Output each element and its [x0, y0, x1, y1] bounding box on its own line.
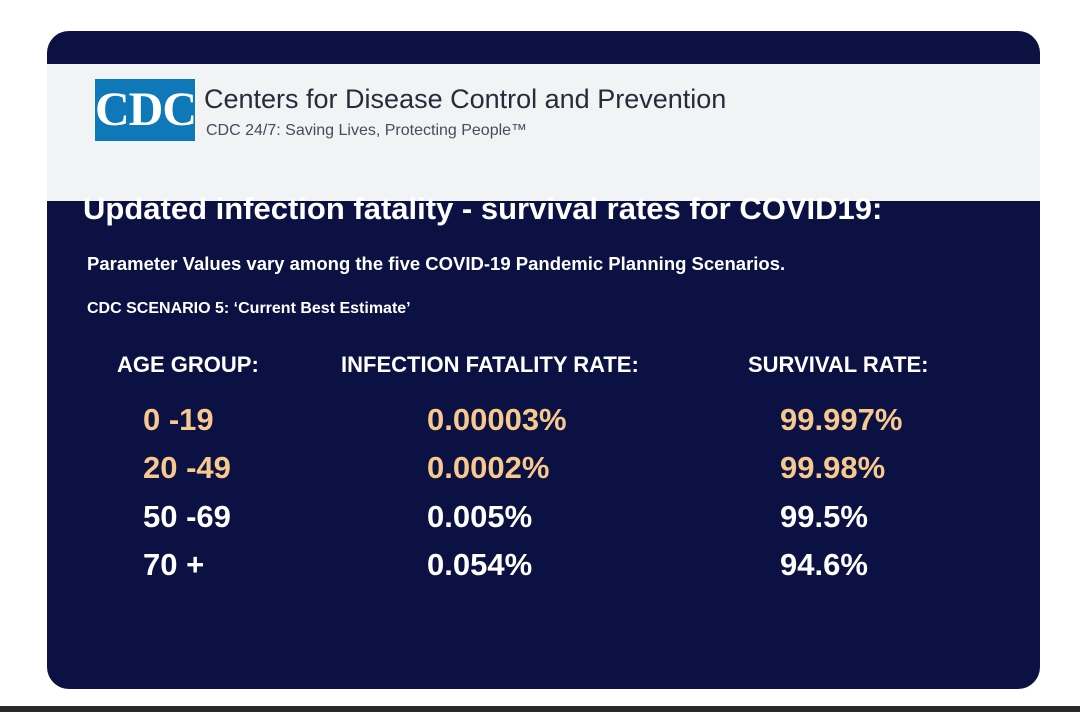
- row-2-fatality: 0.005%: [427, 499, 533, 534]
- scenario-label: CDC SCENARIO 5: ‘Current Best Estimate’: [87, 300, 411, 317]
- bottom-divider: [0, 706, 1080, 712]
- row-3-survival: 94.6%: [780, 547, 868, 582]
- row-0-age: 0 -19: [143, 402, 214, 437]
- cdc-logo: CDC: [95, 79, 197, 141]
- header-survival-rate: SURVIVAL RATE:: [748, 352, 929, 377]
- subtitle: Parameter Values vary among the five COV…: [87, 253, 786, 274]
- row-2-age: 50 -69: [143, 499, 231, 534]
- row-1-fatality: 0.0002%: [427, 450, 550, 485]
- row-1-survival: 99.98%: [780, 450, 886, 485]
- org-name: Centers for Disease Control and Preventi…: [204, 84, 727, 114]
- row-2-survival: 99.5%: [780, 499, 868, 534]
- row-3-age: 70 +: [143, 547, 205, 582]
- row-0-survival: 99.997%: [780, 402, 903, 437]
- org-tagline: CDC 24/7: Saving Lives, Protecting Peopl…: [206, 122, 528, 139]
- row-3-fatality: 0.054%: [427, 547, 533, 582]
- info-card: CDC Centers for Disease Control and Prev…: [47, 31, 1040, 689]
- header-fatality-rate: INFECTION FATALITY RATE:: [341, 352, 639, 377]
- page-title: Updated infection fatality - survival ra…: [83, 191, 883, 226]
- row-0-fatality: 0.00003%: [427, 402, 567, 437]
- row-1-age: 20 -49: [143, 450, 231, 485]
- header-age-group: AGE GROUP:: [117, 352, 259, 377]
- header-banner: CDC Centers for Disease Control and Prev…: [47, 64, 1040, 201]
